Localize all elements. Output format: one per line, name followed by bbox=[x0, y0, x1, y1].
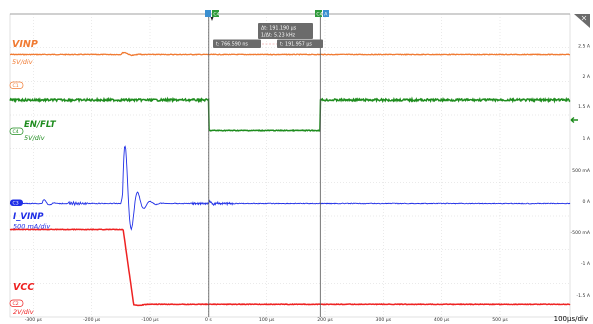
x-tick-label: 0 s bbox=[205, 317, 212, 323]
channel-tag-c2-text: C2 bbox=[13, 301, 19, 307]
cursor-2-time: t: 191.957 µs bbox=[280, 42, 312, 48]
right-scale-label: -1.5 A bbox=[576, 293, 590, 299]
grid-vertical bbox=[33, 14, 501, 317]
label-en-flt: EN/FLT bbox=[24, 120, 57, 130]
right-scale-label: 2 A bbox=[582, 74, 590, 80]
trace-en-flt bbox=[9, 96, 571, 133]
label-i-vinp: I_VINP bbox=[13, 212, 44, 222]
cursor-readout-box bbox=[258, 23, 313, 39]
channel-tag-c1-text: C1 bbox=[13, 83, 19, 89]
timebase-label: 100µs/div bbox=[554, 315, 588, 323]
right-scale-label: -1 A bbox=[581, 261, 591, 267]
svg-text:C4: C4 bbox=[213, 12, 219, 18]
cursor-1-readout-box bbox=[213, 39, 261, 48]
scale-vinp: 5V/div bbox=[12, 58, 33, 66]
x-tick-label: 200 µs bbox=[317, 317, 333, 323]
channel-tag-c3-text: C3 bbox=[13, 201, 19, 207]
channel-tag-c4-text: C4 bbox=[13, 129, 19, 135]
trace-vinp bbox=[9, 51, 571, 57]
label-vcc: VCC bbox=[13, 282, 34, 293]
time-axis: -300 µs -200 µs -100 µs 0 s 100 µs 200 µs 300 … bbox=[25, 317, 509, 323]
right-scale-label: 0 A bbox=[582, 199, 590, 205]
cursor-inverse-delta-t: 1/Δt: 5.23 kHz bbox=[261, 33, 296, 39]
ground-level-arrow-icon[interactable] bbox=[570, 116, 578, 124]
right-scale-label: 1.5 A bbox=[578, 104, 591, 110]
right-scale: 2.5 A 2 A 1.5 A 1 A 500 mA 0 A -500 mA -1 A -1.5… bbox=[570, 44, 590, 300]
scale-i-vinp: 500 mA/div bbox=[13, 223, 50, 231]
channel-tag-c2[interactable]: C2 bbox=[9, 299, 24, 307]
x-tick-label: -100 µs bbox=[141, 317, 159, 323]
x-tick-label: 100 µs bbox=[259, 317, 275, 323]
right-scale-label: 1 A bbox=[582, 136, 590, 142]
right-scale-label: -500 mA bbox=[570, 230, 590, 236]
trace-vcc bbox=[9, 228, 571, 307]
channel-tag-c4[interactable]: C4 bbox=[9, 127, 24, 135]
right-scale-label: 2.5 A bbox=[578, 44, 591, 50]
cursor-delta-t: Δt: 191.190 µs bbox=[261, 26, 297, 32]
trigger-marker-icon bbox=[210, 17, 214, 21]
channel-tag-c1[interactable]: C1 bbox=[9, 81, 24, 89]
trace-i-vinp bbox=[9, 145, 571, 231]
scale-en-flt: 5V/div bbox=[24, 134, 45, 142]
cursor-1-time: t: 766.590 ns bbox=[216, 42, 248, 48]
x-tick-label: -200 µs bbox=[83, 317, 101, 323]
right-scale-label: 500 mA bbox=[572, 168, 591, 174]
x-tick-label: 300 µs bbox=[376, 317, 392, 323]
corner-menu-icon[interactable] bbox=[574, 14, 590, 28]
label-vinp: VINP bbox=[12, 39, 38, 50]
svg-text:C4: C4 bbox=[316, 12, 322, 18]
cursor-2-handle[interactable]: C4 A bbox=[315, 10, 329, 18]
corner-menu-glyph-icon bbox=[581, 15, 587, 21]
x-tick-label: 500 µs bbox=[492, 317, 508, 323]
svg-text:A: A bbox=[324, 12, 328, 18]
x-tick-label: 400 µs bbox=[434, 317, 450, 323]
cursor-1-handle[interactable]: C4 bbox=[205, 10, 220, 18]
scale-vcc: 2V/div bbox=[13, 308, 34, 316]
channel-tag-c3[interactable]: C3 bbox=[10, 199, 23, 207]
plot-area bbox=[9, 13, 571, 318]
cursor-2-readout-box bbox=[277, 39, 323, 48]
x-tick-label: -300 µs bbox=[25, 317, 43, 323]
